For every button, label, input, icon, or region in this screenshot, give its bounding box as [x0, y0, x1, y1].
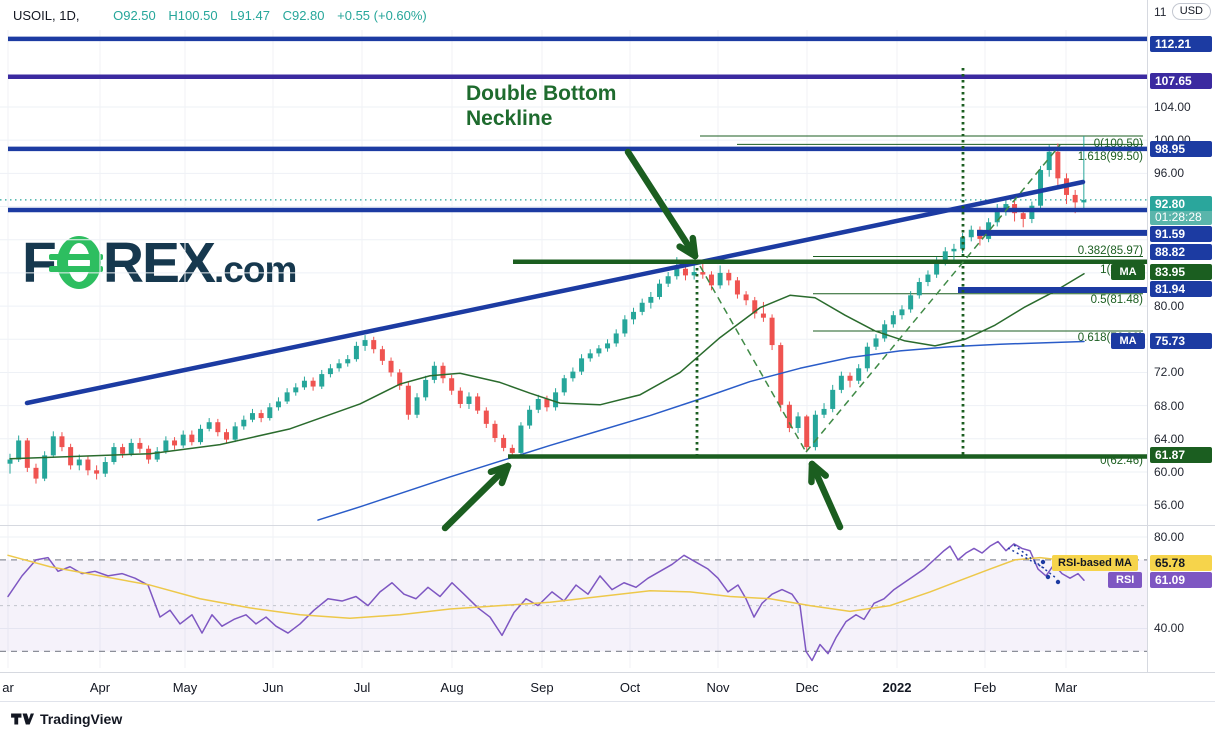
time-tick: Feb	[973, 680, 997, 695]
ma-fast-badge[interactable]: MA	[1111, 264, 1145, 280]
time-axis[interactable]: ar Apr May Jun Jul Aug Sep Oct Nov Dec 2022 Feb Mar	[0, 672, 1215, 702]
price-axis[interactable]: 11 USD 92.80 01:28:28 104.00 100.00 96.00 8…	[1147, 0, 1215, 701]
svg-text:0.5(81.48): 0.5(81.48)	[1091, 294, 1144, 306]
ohlc-close: C92.80	[282, 8, 325, 23]
fib-lines	[700, 135, 1143, 332]
price-level-label: 91.59	[1150, 226, 1212, 242]
watermark-rex: REX	[102, 231, 216, 295]
ascending-trendline	[24, 179, 1086, 406]
forex-com-watermark: F REX.com	[22, 230, 297, 296]
ma-slow-badge[interactable]: MA	[1111, 333, 1145, 349]
time-tick: May	[172, 680, 198, 695]
price-level-label: 75.73	[1150, 333, 1212, 349]
price-tick: 72.00	[1154, 365, 1185, 379]
time-tick: Sep	[530, 680, 554, 695]
ohlc-open: O92.50	[113, 8, 156, 23]
ma-fast-line	[9, 272, 1085, 460]
double-bottom-annotation[interactable]: Double Bottom Neckline	[466, 82, 617, 131]
price-level-label: 81.94	[1150, 281, 1212, 297]
currency-toggle-button[interactable]: USD	[1171, 3, 1211, 20]
price-level-label: 88.82	[1150, 244, 1212, 260]
time-tick: Aug	[440, 680, 464, 695]
change-value: +0.55 (+0.60%)	[337, 8, 427, 23]
price-level-label: 65.78	[1150, 555, 1212, 571]
time-tick: Jun	[262, 680, 284, 695]
double-bottom-lines	[508, 259, 1147, 459]
price-tick: 68.00	[1154, 399, 1185, 413]
chart-canvas[interactable]: 0(100.50)1.618(99.50)0.382(85.97)1(85.35…	[0, 0, 1147, 701]
dashed-projection-lines	[699, 144, 1061, 453]
ohlc-high: H100.50	[168, 8, 218, 23]
current-price-label: 92.80 01:28:28	[1150, 196, 1212, 225]
fib-labels: 0(100.50)1.618(99.50)0.382(85.97)1(85.35…	[1078, 138, 1143, 467]
price-level-label: 61.87	[1150, 447, 1212, 463]
bar-countdown: 01:28:28	[1150, 211, 1212, 225]
price-tick: 40.00	[1154, 621, 1185, 635]
resistance-support-lines	[8, 36, 1147, 293]
rsi-ma-line	[7, 554, 1085, 619]
rsi-divergence-annotation	[1007, 544, 1061, 585]
time-tick: Oct	[619, 680, 641, 695]
price-level-label: 107.65	[1150, 73, 1212, 89]
time-tick: 2022	[882, 680, 912, 695]
forex-logo-coin-icon	[48, 236, 103, 289]
price-level-label: 61.09	[1150, 572, 1212, 588]
price-tick: 60.00	[1154, 465, 1185, 479]
price-tick: 96.00	[1154, 166, 1185, 180]
price-level-label: 98.95	[1150, 141, 1212, 157]
time-tick: Dec	[795, 680, 819, 695]
watermark-dotcom: .com	[214, 249, 297, 290]
symbol-legend: USOIL, 1D, O92.50 H100.50 L91.47 C92.80 …	[13, 8, 427, 23]
time-tick: ar	[2, 680, 14, 695]
watermark-f: F	[22, 231, 57, 295]
price-tick: 80.00	[1154, 530, 1185, 544]
ma-slow-line	[317, 340, 1085, 521]
tradingview-logo-icon[interactable]	[10, 711, 34, 727]
pattern-arrows	[441, 148, 844, 532]
ohlc-low: L91.47	[230, 8, 270, 23]
price-tick: 80.00	[1154, 299, 1185, 313]
price-tick-clipped: 11	[1154, 5, 1167, 19]
rsi-badge[interactable]: RSI	[1108, 572, 1143, 588]
time-tick: Apr	[89, 680, 111, 695]
svg-text:1.618(99.50): 1.618(99.50)	[1078, 151, 1143, 163]
time-tick: Jul	[353, 680, 371, 695]
price-tick: 104.00	[1154, 100, 1191, 114]
rsi-band	[0, 559, 1147, 652]
price-level-label: 112.21	[1150, 36, 1212, 52]
tradingview-brand-text[interactable]: TradingView	[40, 710, 123, 727]
price-level-label: 83.95	[1150, 264, 1212, 280]
rsi-based-ma-badge[interactable]: RSI-based MA	[1052, 555, 1138, 571]
footer-bar: TradingView	[0, 701, 1215, 735]
price-tick: 64.00	[1154, 432, 1185, 446]
svg-text:0.382(85.97): 0.382(85.97)	[1078, 245, 1143, 257]
price-tick: 56.00	[1154, 498, 1185, 512]
pane-separator	[1148, 525, 1215, 526]
time-tick: Mar	[1054, 680, 1078, 695]
symbol-title[interactable]: USOIL, 1D,	[13, 8, 80, 23]
current-price-value: 92.80	[1150, 196, 1212, 211]
time-tick: Nov	[706, 680, 730, 695]
rsi-line	[7, 540, 1085, 662]
